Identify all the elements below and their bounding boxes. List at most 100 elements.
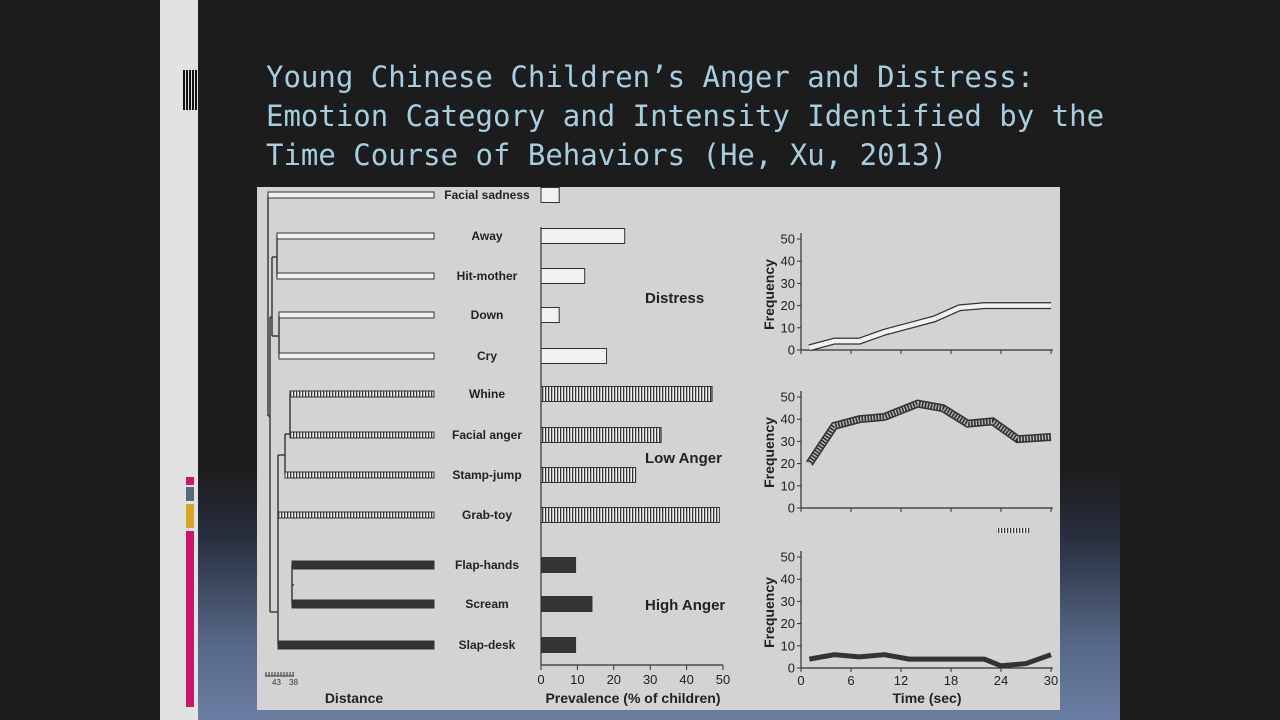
prevalence-bar — [540, 427, 662, 443]
barcode-decoration — [183, 70, 197, 110]
dendrogram-leaf — [291, 599, 435, 609]
prevalence-bars — [540, 187, 720, 653]
prevalence-axis: 0 10 20 30 40 50 — [537, 227, 730, 687]
title-line-2: Emotion Category and Intensity Identifie… — [266, 99, 1105, 133]
dendrogram-scale-tick-43: 43 — [272, 678, 281, 687]
time-y-tick-label: 50 — [781, 550, 795, 565]
time-ylabel: Frequency — [761, 417, 777, 488]
figure-panel: Facial sadness Away Hit-mother Down Cry Whine… — [257, 187, 1060, 710]
group-label-high-anger: High Anger — [645, 597, 725, 614]
accent-gold — [186, 504, 194, 528]
time-y-tick-label: 50 — [781, 232, 795, 247]
time-series-line-open — [808, 303, 1051, 350]
time-course-panel: 0 10 20 30 40 50 0 6 12 18 24 30 Frequency — [761, 550, 1058, 689]
dendrogram-leaf — [276, 232, 435, 240]
dendrogram-leaf — [289, 431, 435, 439]
time-x-tick-label: 0 — [797, 673, 804, 688]
title-line-1: Young Chinese Children’s Anger and Distr… — [266, 60, 1035, 94]
time-y-tick-label: 0 — [788, 661, 795, 676]
time-x-tick-label: 18 — [944, 673, 958, 688]
time-y-tick-label: 40 — [781, 572, 795, 587]
time-series-line-solid — [808, 652, 1052, 669]
time-xlabel: Time (sec) — [893, 690, 962, 706]
dendrogram-leaf — [278, 311, 435, 319]
behavior-label: Scream — [465, 597, 508, 611]
behavior-label: Whine — [469, 387, 505, 401]
dendrogram-leaf — [284, 471, 435, 479]
prevalence-bar — [540, 228, 626, 244]
behavior-label: Facial sadness — [444, 188, 530, 202]
prevalence-tick-label: 40 — [679, 672, 693, 687]
prevalence-tick-label: 30 — [643, 672, 657, 687]
time-y-tick-label: 30 — [781, 434, 795, 449]
dendrogram-scale-tick-38: 38 — [289, 678, 298, 687]
time-ylabel: Frequency — [761, 577, 777, 648]
time-x-tick-label: 30 — [1044, 673, 1058, 688]
time-course-panel: 0 10 20 30 40 50 Frequency — [761, 232, 1053, 358]
behavior-label: Facial anger — [452, 428, 522, 442]
behavior-label: Flap-hands — [455, 558, 519, 572]
time-series-line-outline — [805, 399, 1052, 466]
time-y-tick-label: 20 — [781, 298, 795, 313]
prevalence-tick-label: 10 — [570, 672, 584, 687]
prevalence-bar — [540, 507, 720, 523]
time-series-line-hatched — [807, 401, 1052, 465]
prevalence-bar — [540, 467, 637, 483]
prevalence-tick-label: 0 — [537, 672, 544, 687]
dendrogram-leaf — [277, 640, 435, 650]
behavior-label: Away — [471, 229, 502, 243]
dendrogram-tree — [267, 195, 294, 646]
time-y-tick-label: 10 — [781, 638, 795, 653]
dendrogram-xlabel: Distance — [325, 690, 384, 706]
time-y-tick-label: 10 — [781, 478, 795, 493]
time-y-tick-label: 0 — [788, 501, 795, 516]
behavior-label: Hit-mother — [457, 269, 518, 283]
time-y-tick-label: 30 — [781, 276, 795, 291]
behavior-label: Stamp-jump — [452, 468, 521, 482]
time-course-panels: 0 10 20 30 40 50 Frequency 0 10 20 30 40 50 Frequency… — [761, 232, 1058, 689]
time-course-panel: 0 10 20 30 40 50 Frequency — [761, 390, 1053, 516]
time-x-tick-label: 24 — [994, 673, 1008, 688]
prevalence-tick-label: 50 — [716, 672, 730, 687]
dendrogram-leaves — [267, 191, 435, 650]
prevalence-bar — [540, 268, 586, 284]
slide-title: Young Chinese Children’s Anger and Distr… — [266, 58, 1105, 175]
dendrogram-leaf — [289, 390, 435, 398]
prevalence-xlabel: Prevalence (% of children) — [545, 690, 720, 706]
accent-magenta-bottom — [186, 531, 194, 707]
dendrogram-leaf — [278, 352, 435, 360]
time-y-tick-label: 20 — [781, 616, 795, 631]
prevalence-bar — [540, 187, 560, 203]
group-label-low-anger: Low Anger — [645, 450, 722, 467]
figure-graphic: Facial sadness Away Hit-mother Down Cry Whine… — [265, 187, 1058, 706]
dendrogram-leaf — [267, 191, 435, 199]
time-ylabel: Frequency — [761, 259, 777, 330]
behavior-label: Slap-desk — [459, 638, 516, 652]
legend-hatch-swatch — [996, 528, 1030, 533]
prevalence-bar — [540, 348, 608, 364]
time-y-tick-label: 30 — [781, 594, 795, 609]
time-y-tick-label: 50 — [781, 390, 795, 405]
prevalence-bar — [540, 386, 713, 402]
accent-magenta-top — [186, 477, 194, 485]
behavior-label: Grab-toy — [462, 508, 512, 522]
title-line-3: Time Course of Behaviors (He, Xu, 2013) — [266, 138, 947, 172]
dendrogram-scale — [265, 672, 294, 677]
time-y-tick-label: 0 — [788, 343, 795, 358]
time-y-tick-label: 10 — [781, 320, 795, 335]
behavior-labels: Facial sadness Away Hit-mother Down Cry Whine… — [444, 188, 530, 652]
time-y-tick-label: 40 — [781, 412, 795, 427]
behavior-label: Down — [471, 308, 504, 322]
prevalence-tick-label: 20 — [607, 672, 621, 687]
prevalence-bar — [540, 637, 577, 653]
dendrogram-leaf — [277, 511, 435, 519]
time-y-tick-label: 20 — [781, 456, 795, 471]
time-x-tick-label: 6 — [847, 673, 854, 688]
time-x-tick-label: 12 — [894, 673, 908, 688]
group-label-distress: Distress — [645, 290, 704, 307]
time-y-tick-label: 40 — [781, 254, 795, 269]
accent-gray — [186, 487, 194, 501]
prevalence-bar — [540, 596, 593, 612]
dendrogram-leaf — [291, 560, 435, 570]
prevalence-bar — [540, 557, 577, 573]
